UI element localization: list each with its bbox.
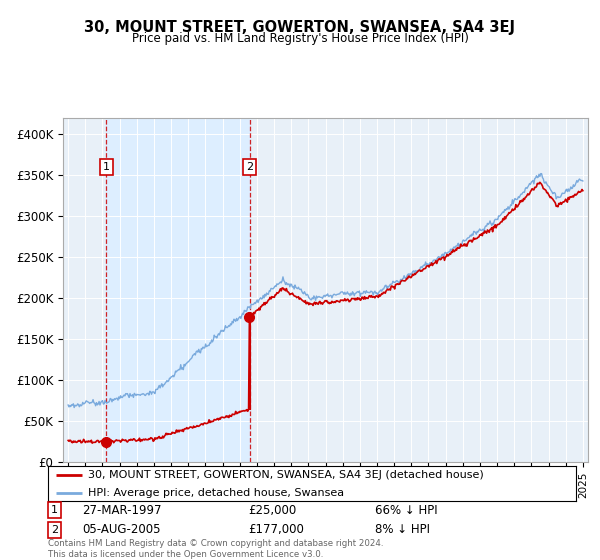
Bar [106, 118, 250, 462]
Text: 66% ↓ HPI: 66% ↓ HPI [376, 503, 438, 517]
Text: 30, MOUNT STREET, GOWERTON, SWANSEA, SA4 3EJ: 30, MOUNT STREET, GOWERTON, SWANSEA, SA4… [85, 20, 515, 35]
Text: 05-AUG-2005: 05-AUG-2005 [82, 523, 161, 536]
Text: Price paid vs. HM Land Registry's House Price Index (HPI): Price paid vs. HM Land Registry's House … [131, 32, 469, 45]
Text: 2: 2 [246, 162, 253, 172]
Text: 8% ↓ HPI: 8% ↓ HPI [376, 523, 430, 536]
Text: 27-MAR-1997: 27-MAR-1997 [82, 503, 162, 517]
Text: 1: 1 [103, 162, 110, 172]
Text: 1: 1 [51, 505, 58, 515]
Text: 30, MOUNT STREET, GOWERTON, SWANSEA, SA4 3EJ (detached house): 30, MOUNT STREET, GOWERTON, SWANSEA, SA4… [88, 470, 484, 480]
Text: 2: 2 [51, 525, 58, 535]
Text: £25,000: £25,000 [248, 503, 297, 517]
Text: £177,000: £177,000 [248, 523, 305, 536]
Text: Contains HM Land Registry data © Crown copyright and database right 2024.
This d: Contains HM Land Registry data © Crown c… [48, 539, 383, 559]
Text: HPI: Average price, detached house, Swansea: HPI: Average price, detached house, Swan… [88, 488, 344, 497]
